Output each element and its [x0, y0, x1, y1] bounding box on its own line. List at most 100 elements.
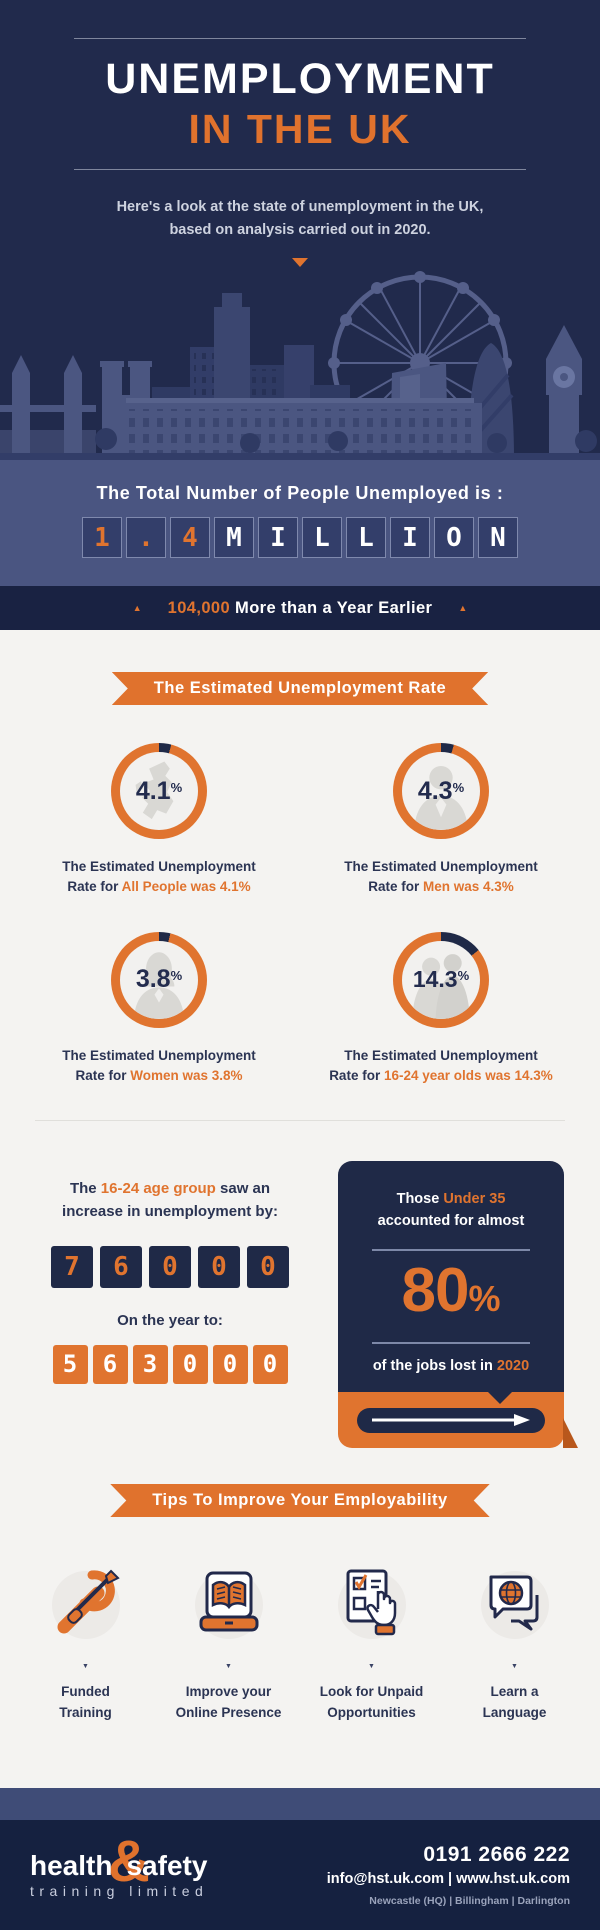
- card-divider: [372, 1248, 530, 1251]
- tip-funded-training: ▼ Funded Training: [16, 1557, 156, 1724]
- card-fold-corner: [563, 1417, 578, 1448]
- tip-unpaid-opportunities: ▼ Look for Unpaid Opportunities: [302, 1557, 442, 1724]
- woman-silhouette: [133, 951, 185, 1019]
- tip-learn-language: ▼ Learn a Language: [445, 1557, 585, 1724]
- counter-tile: L: [302, 517, 342, 558]
- increase-intro: The 16-24 age group saw an increase in u…: [62, 1180, 278, 1221]
- bottom-rule: [74, 169, 526, 170]
- office-locations: Newcastle (HQ) | Billingham | Darlington: [369, 1894, 570, 1907]
- card-line3: of the jobs lost in 2020: [372, 1357, 530, 1374]
- digit-tile: 0: [172, 1344, 208, 1384]
- laptop-book-icon: [194, 1570, 263, 1639]
- tip-tick-icon: ▼: [225, 1662, 232, 1670]
- header: UNEMPLOYMENT IN THE UK Here's a look at …: [0, 0, 600, 460]
- tip-label: Funded Training: [59, 1683, 112, 1720]
- tips-section: Tips To Improve Your Employability ▼: [0, 1448, 600, 1724]
- uk-map-silhouette: [135, 761, 174, 820]
- up-arrow-icon: ▲: [458, 603, 468, 613]
- stat-women: 3.8% The Estimated Unemployment Rate for…: [18, 931, 300, 1087]
- donut-ring: 4.1%: [111, 743, 207, 839]
- rate-stats-grid: 4.1% The Estimated Unemployment Rate for…: [0, 743, 600, 1086]
- donut-ring: 14.3%: [393, 931, 489, 1028]
- man-silhouette: [414, 765, 468, 830]
- email-website-links[interactable]: info@hst.uk.com | www.hst.uk.com: [326, 1870, 570, 1887]
- tip-tick-icon: ▼: [511, 1662, 518, 1670]
- delta-rest: More than a Year Earlier: [230, 598, 433, 617]
- stat-caption: The Estimated Unemployment Rate for Men …: [344, 859, 538, 895]
- tips-ribbon-banner: Tips To Improve Your Employability: [110, 1484, 489, 1517]
- digit-tile: 6: [100, 1245, 142, 1288]
- right-arrow-icon: [372, 1414, 530, 1427]
- page-title-accent: IN THE UK: [188, 106, 412, 152]
- flip-counter: 1 . 4 M I L L I O N: [0, 517, 600, 558]
- counter-tile: 1: [82, 517, 122, 558]
- footer-accent-strip: [0, 1787, 600, 1820]
- card-big-value: 80%: [401, 1255, 501, 1325]
- counter-tile: .: [126, 517, 166, 558]
- checklist-hand-icon: [337, 1569, 406, 1639]
- total-heading: The Total Number of People Unemployed is…: [96, 483, 504, 503]
- subtitle-line2: based on analysis carried out in 2020.: [169, 222, 431, 239]
- down-arrow-icon: [292, 258, 308, 268]
- card-body: Those Under 35 accounted for almost 80% …: [338, 1161, 564, 1392]
- digit-tile: 0: [252, 1344, 288, 1384]
- page-title: UNEMPLOYMENT: [105, 55, 495, 103]
- subtitle-line1: Here's a look at the state of unemployme…: [116, 199, 484, 215]
- increase-counter: 7 6 0 0 0: [36, 1245, 304, 1288]
- counter-tile: I: [390, 517, 430, 558]
- stat-caption: The Estimated Unemployment Rate for All …: [62, 859, 256, 895]
- card-footer: [338, 1391, 564, 1448]
- counter-tile: I: [258, 517, 298, 558]
- counter-tile: L: [346, 517, 386, 558]
- digit-tile: 0: [212, 1344, 248, 1384]
- unemployment-rate-section: The Estimated Unemployment Rate 4.1% The…: [0, 630, 600, 1086]
- company-logo: & health safety training limited: [30, 1829, 230, 1900]
- digit-tile: 0: [247, 1245, 289, 1288]
- tip-online-presence: ▼ Improve your Online Presence: [159, 1557, 299, 1724]
- youth-increase-section: The 16-24 age group saw an increase in u…: [0, 1121, 600, 1448]
- stat-value: 4.1%: [135, 776, 183, 805]
- stat-value: 3.8%: [135, 965, 183, 993]
- on-the-year-label: On the year to:: [117, 1311, 223, 1329]
- rate-ribbon-banner: The Estimated Unemployment Rate: [112, 672, 488, 705]
- section-divider: [35, 1120, 565, 1121]
- globe-chat-icon: [480, 1570, 549, 1639]
- tips-grid: ▼ Funded Training: [0, 1557, 600, 1724]
- phone-number: 0191 2666 222: [423, 1842, 570, 1866]
- under-35-card: Those Under 35 accounted for almost 80% …: [338, 1161, 578, 1448]
- tools-icon: [51, 1569, 120, 1639]
- stat-value: 4.3%: [417, 776, 465, 805]
- counter-tile: M: [214, 517, 254, 558]
- digit-tile: 3: [132, 1344, 168, 1384]
- donut-ring: 3.8%: [111, 931, 207, 1028]
- tip-label: Improve your Online Presence: [175, 1683, 282, 1720]
- stat-all-people: 4.1% The Estimated Unemployment Rate for…: [18, 743, 300, 898]
- total-unemployed-band: The Total Number of People Unemployed is…: [0, 460, 600, 586]
- donut-ring: 4.3%: [393, 743, 489, 839]
- stat-16-24: 14.3% The Estimated Unemployment Rate fo…: [300, 931, 582, 1087]
- tip-label: Learn a Language: [482, 1683, 547, 1720]
- top-rule: [74, 38, 526, 39]
- subtitle: Here's a look at the state of unemployme…: [0, 196, 600, 242]
- logo-line1: health safety: [30, 1850, 208, 1882]
- logo-line2: training limited: [30, 1883, 209, 1900]
- digit-tile: 0: [198, 1245, 240, 1288]
- year-change-text: 104,000 More than a Year Earlier: [168, 599, 433, 618]
- up-arrow-icon: ▲: [132, 603, 142, 613]
- card-notch: [488, 1391, 512, 1404]
- stat-caption: The Estimated Unemployment Rate for 16-2…: [329, 1047, 553, 1083]
- digit-tile: 0: [149, 1245, 191, 1288]
- counter-tile: N: [478, 517, 518, 558]
- arrow-pill: [357, 1407, 545, 1433]
- contact-block: 0191 2666 222 info@hst.uk.com | www.hst.…: [327, 1843, 570, 1907]
- stat-value: 14.3%: [412, 966, 470, 992]
- delta-value: 104,000: [167, 598, 231, 617]
- stat-men: 4.3% The Estimated Unemployment Rate for…: [300, 743, 582, 898]
- tip-tick-icon: ▼: [82, 1662, 89, 1670]
- year-total-counter: 5 6 3 0 0 0: [36, 1344, 304, 1384]
- digit-tile: 5: [52, 1344, 88, 1384]
- counter-tile: 4: [170, 517, 210, 558]
- tip-label: Look for Unpaid Opportunities: [319, 1683, 424, 1720]
- card-divider: [372, 1341, 530, 1344]
